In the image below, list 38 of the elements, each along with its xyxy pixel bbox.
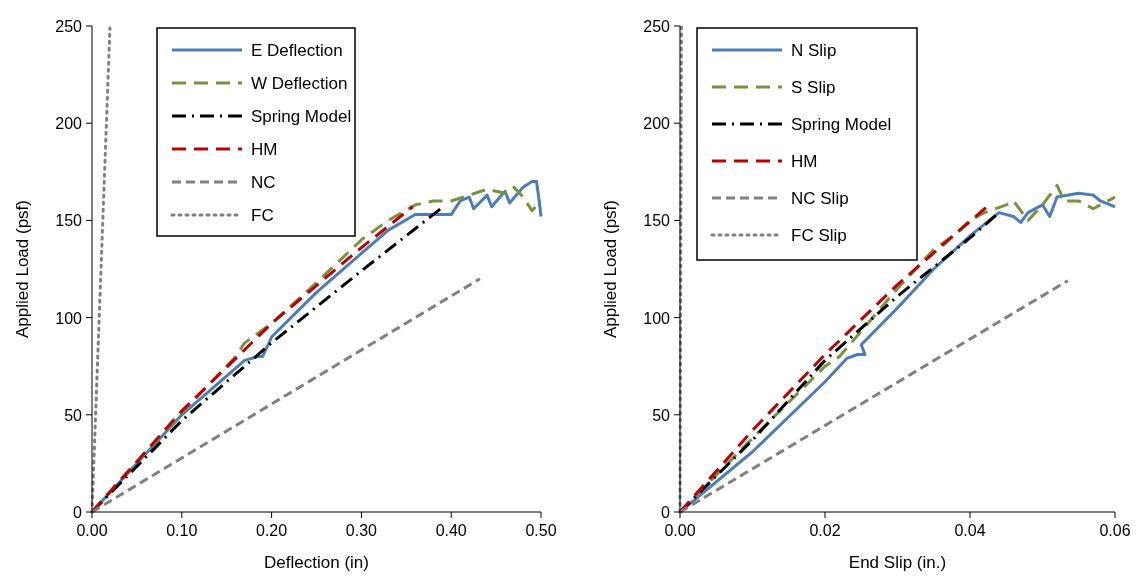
y-tick-label: 200: [55, 115, 83, 133]
x-axis-title: End Slip (in.): [848, 553, 947, 572]
legend-label: NC Slip: [791, 189, 849, 208]
legend-label: Spring Model: [251, 107, 352, 126]
x-tick-label: 0.40: [435, 522, 467, 539]
y-axis-title: Applied Load (psf): [13, 200, 32, 338]
legend-label: S Slip: [791, 78, 836, 97]
legend-label: FC Slip: [791, 226, 847, 245]
y-axis-title: Applied Load (psf): [601, 200, 620, 338]
y-tick-label: 250: [643, 18, 671, 35]
x-tick-label: 0.00: [664, 522, 696, 539]
y-tick-label: 100: [643, 309, 671, 327]
x-tick-label: 0.50: [525, 522, 557, 539]
x-tick-label: 0.04: [954, 522, 986, 539]
y-tick-label: 100: [55, 309, 83, 327]
x-tick-label: 0.00: [76, 522, 108, 539]
y-tick-label: 250: [55, 18, 83, 35]
y-tick-label: 50: [64, 406, 83, 424]
legend-label: N Slip: [791, 41, 837, 60]
y-tick-label: 200: [643, 115, 671, 133]
x-tick-label: 0.02: [809, 522, 841, 539]
x-tick-label: 0.06: [1099, 522, 1131, 539]
y-tick-label: 50: [652, 406, 671, 424]
y-tick-label: 150: [55, 212, 83, 230]
y-tick-label: 150: [643, 212, 671, 230]
y-tick-label: 0: [73, 504, 83, 521]
legend-label: NC: [251, 173, 276, 192]
legend-label: W Deflection: [251, 74, 348, 93]
x-axis-title: Deflection (in): [264, 553, 369, 572]
legend-label: FC: [251, 206, 274, 225]
legend-label: Spring Model: [791, 115, 892, 134]
x-tick-label: 0.30: [345, 522, 378, 539]
y-tick-label: 0: [661, 504, 671, 521]
legend-label: HM: [251, 140, 278, 159]
legend-label: HM: [791, 152, 818, 171]
x-tick-label: 0.10: [166, 522, 198, 539]
x-tick-label: 0.20: [256, 522, 288, 539]
legend-label: E Deflection: [251, 41, 343, 60]
